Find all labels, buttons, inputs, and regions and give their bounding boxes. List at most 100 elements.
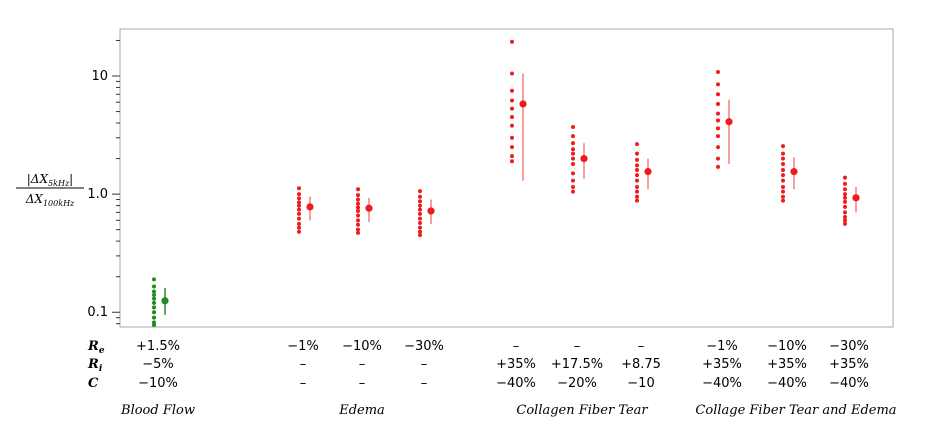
- y-axis: 0.1 1.0 10: [87, 39, 120, 325]
- table-cell: −5%: [142, 357, 174, 372]
- data-point: [716, 70, 720, 75]
- table-cell: –: [513, 339, 520, 354]
- data-point: [635, 184, 639, 189]
- category-marks: [510, 39, 527, 181]
- table-cell: –: [359, 376, 366, 391]
- data-point: [716, 82, 720, 87]
- data-point: [356, 218, 360, 223]
- data-point: [297, 229, 301, 234]
- data-point: [418, 233, 422, 238]
- y-axis-label: |ΔX5kHz| ΔX100kHz: [16, 172, 84, 208]
- data-point: [843, 218, 847, 223]
- data-point: [510, 145, 514, 150]
- data-point: [510, 159, 514, 164]
- table-cell: +35%: [829, 357, 869, 372]
- data-point: [843, 204, 847, 209]
- data-point: [418, 194, 422, 199]
- mean-point: [519, 100, 527, 108]
- data-point: [297, 225, 301, 230]
- category-marks: [635, 142, 652, 203]
- mean-point: [725, 118, 733, 126]
- mean-point: [790, 168, 798, 176]
- data-point: [635, 198, 639, 203]
- data-point: [510, 114, 514, 119]
- data-point: [843, 175, 847, 180]
- data-point: [843, 192, 847, 197]
- data-point: [635, 151, 639, 156]
- table-cell: +17.5%: [551, 357, 603, 372]
- y-tick-label: 1.0: [87, 187, 108, 202]
- data-point: [571, 184, 575, 189]
- table-cell: –: [300, 357, 307, 372]
- table-cell: −10: [627, 376, 654, 391]
- mean-point: [644, 168, 652, 176]
- table-cell: –: [300, 376, 307, 391]
- data-point: [843, 181, 847, 186]
- data-point: [297, 203, 301, 208]
- data-point: [356, 213, 360, 218]
- mean-point: [306, 203, 314, 211]
- data-point: [716, 145, 720, 150]
- data-point: [571, 189, 575, 194]
- data-point: [716, 118, 720, 123]
- table-cell: −30%: [404, 339, 444, 354]
- data-point: [781, 194, 785, 199]
- table-cell: –: [574, 339, 581, 354]
- table-cell: −10%: [138, 376, 178, 391]
- data-point: [152, 310, 156, 315]
- table-cell: −20%: [557, 376, 597, 391]
- table-cell: −10%: [342, 339, 382, 354]
- data-point: [418, 207, 422, 212]
- table-cell: −10%: [767, 339, 807, 354]
- data-point: [571, 141, 575, 146]
- data-point: [716, 111, 720, 116]
- data-point: [152, 300, 156, 305]
- data-point: [571, 171, 575, 176]
- data-point: [418, 211, 422, 216]
- table-cell: −1%: [706, 339, 738, 354]
- table-cell: –: [421, 376, 428, 391]
- table-cell: +1.5%: [136, 339, 180, 354]
- table-cell: +8.75: [621, 357, 661, 372]
- data-point: [356, 230, 360, 235]
- data-point: [716, 101, 720, 106]
- data-point: [716, 156, 720, 161]
- data-point: [781, 198, 785, 203]
- table-cell: +35%: [767, 357, 807, 372]
- data-point: [297, 207, 301, 212]
- data-point: [716, 134, 720, 139]
- data-point: [716, 164, 720, 169]
- data-point: [297, 196, 301, 201]
- category-marks: [297, 186, 314, 234]
- data-point: [152, 277, 156, 282]
- data-point: [571, 151, 575, 156]
- data-point: [716, 126, 720, 131]
- chart-marks: [152, 39, 860, 327]
- category-marks: [418, 189, 435, 238]
- data-point: [152, 315, 156, 320]
- data-point: [635, 194, 639, 199]
- data-point: [635, 189, 639, 194]
- data-point: [781, 161, 785, 166]
- data-point: [418, 189, 422, 194]
- data-point: [781, 168, 785, 173]
- data-point: [356, 208, 360, 213]
- data-point: [510, 106, 514, 111]
- table-cell: –: [638, 339, 645, 354]
- data-point: [356, 222, 360, 227]
- data-point: [418, 216, 422, 221]
- data-point: [571, 134, 575, 139]
- mean-point: [161, 297, 169, 305]
- group-label: Edema: [338, 403, 385, 418]
- y-tick-label: 10: [91, 69, 108, 84]
- data-point: [510, 71, 514, 76]
- category-marks: [716, 70, 733, 169]
- data-point: [356, 197, 360, 202]
- y-label-denominator: ΔX100kHz: [25, 192, 75, 208]
- data-point: [781, 189, 785, 194]
- category-marks: [781, 144, 798, 203]
- mean-point: [580, 154, 588, 163]
- table-cell: −40%: [702, 376, 742, 391]
